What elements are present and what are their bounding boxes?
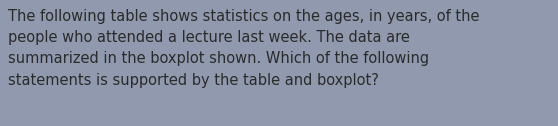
Text: The following table shows statistics on the ages, in years, of the
people who at: The following table shows statistics on …	[8, 9, 479, 88]
